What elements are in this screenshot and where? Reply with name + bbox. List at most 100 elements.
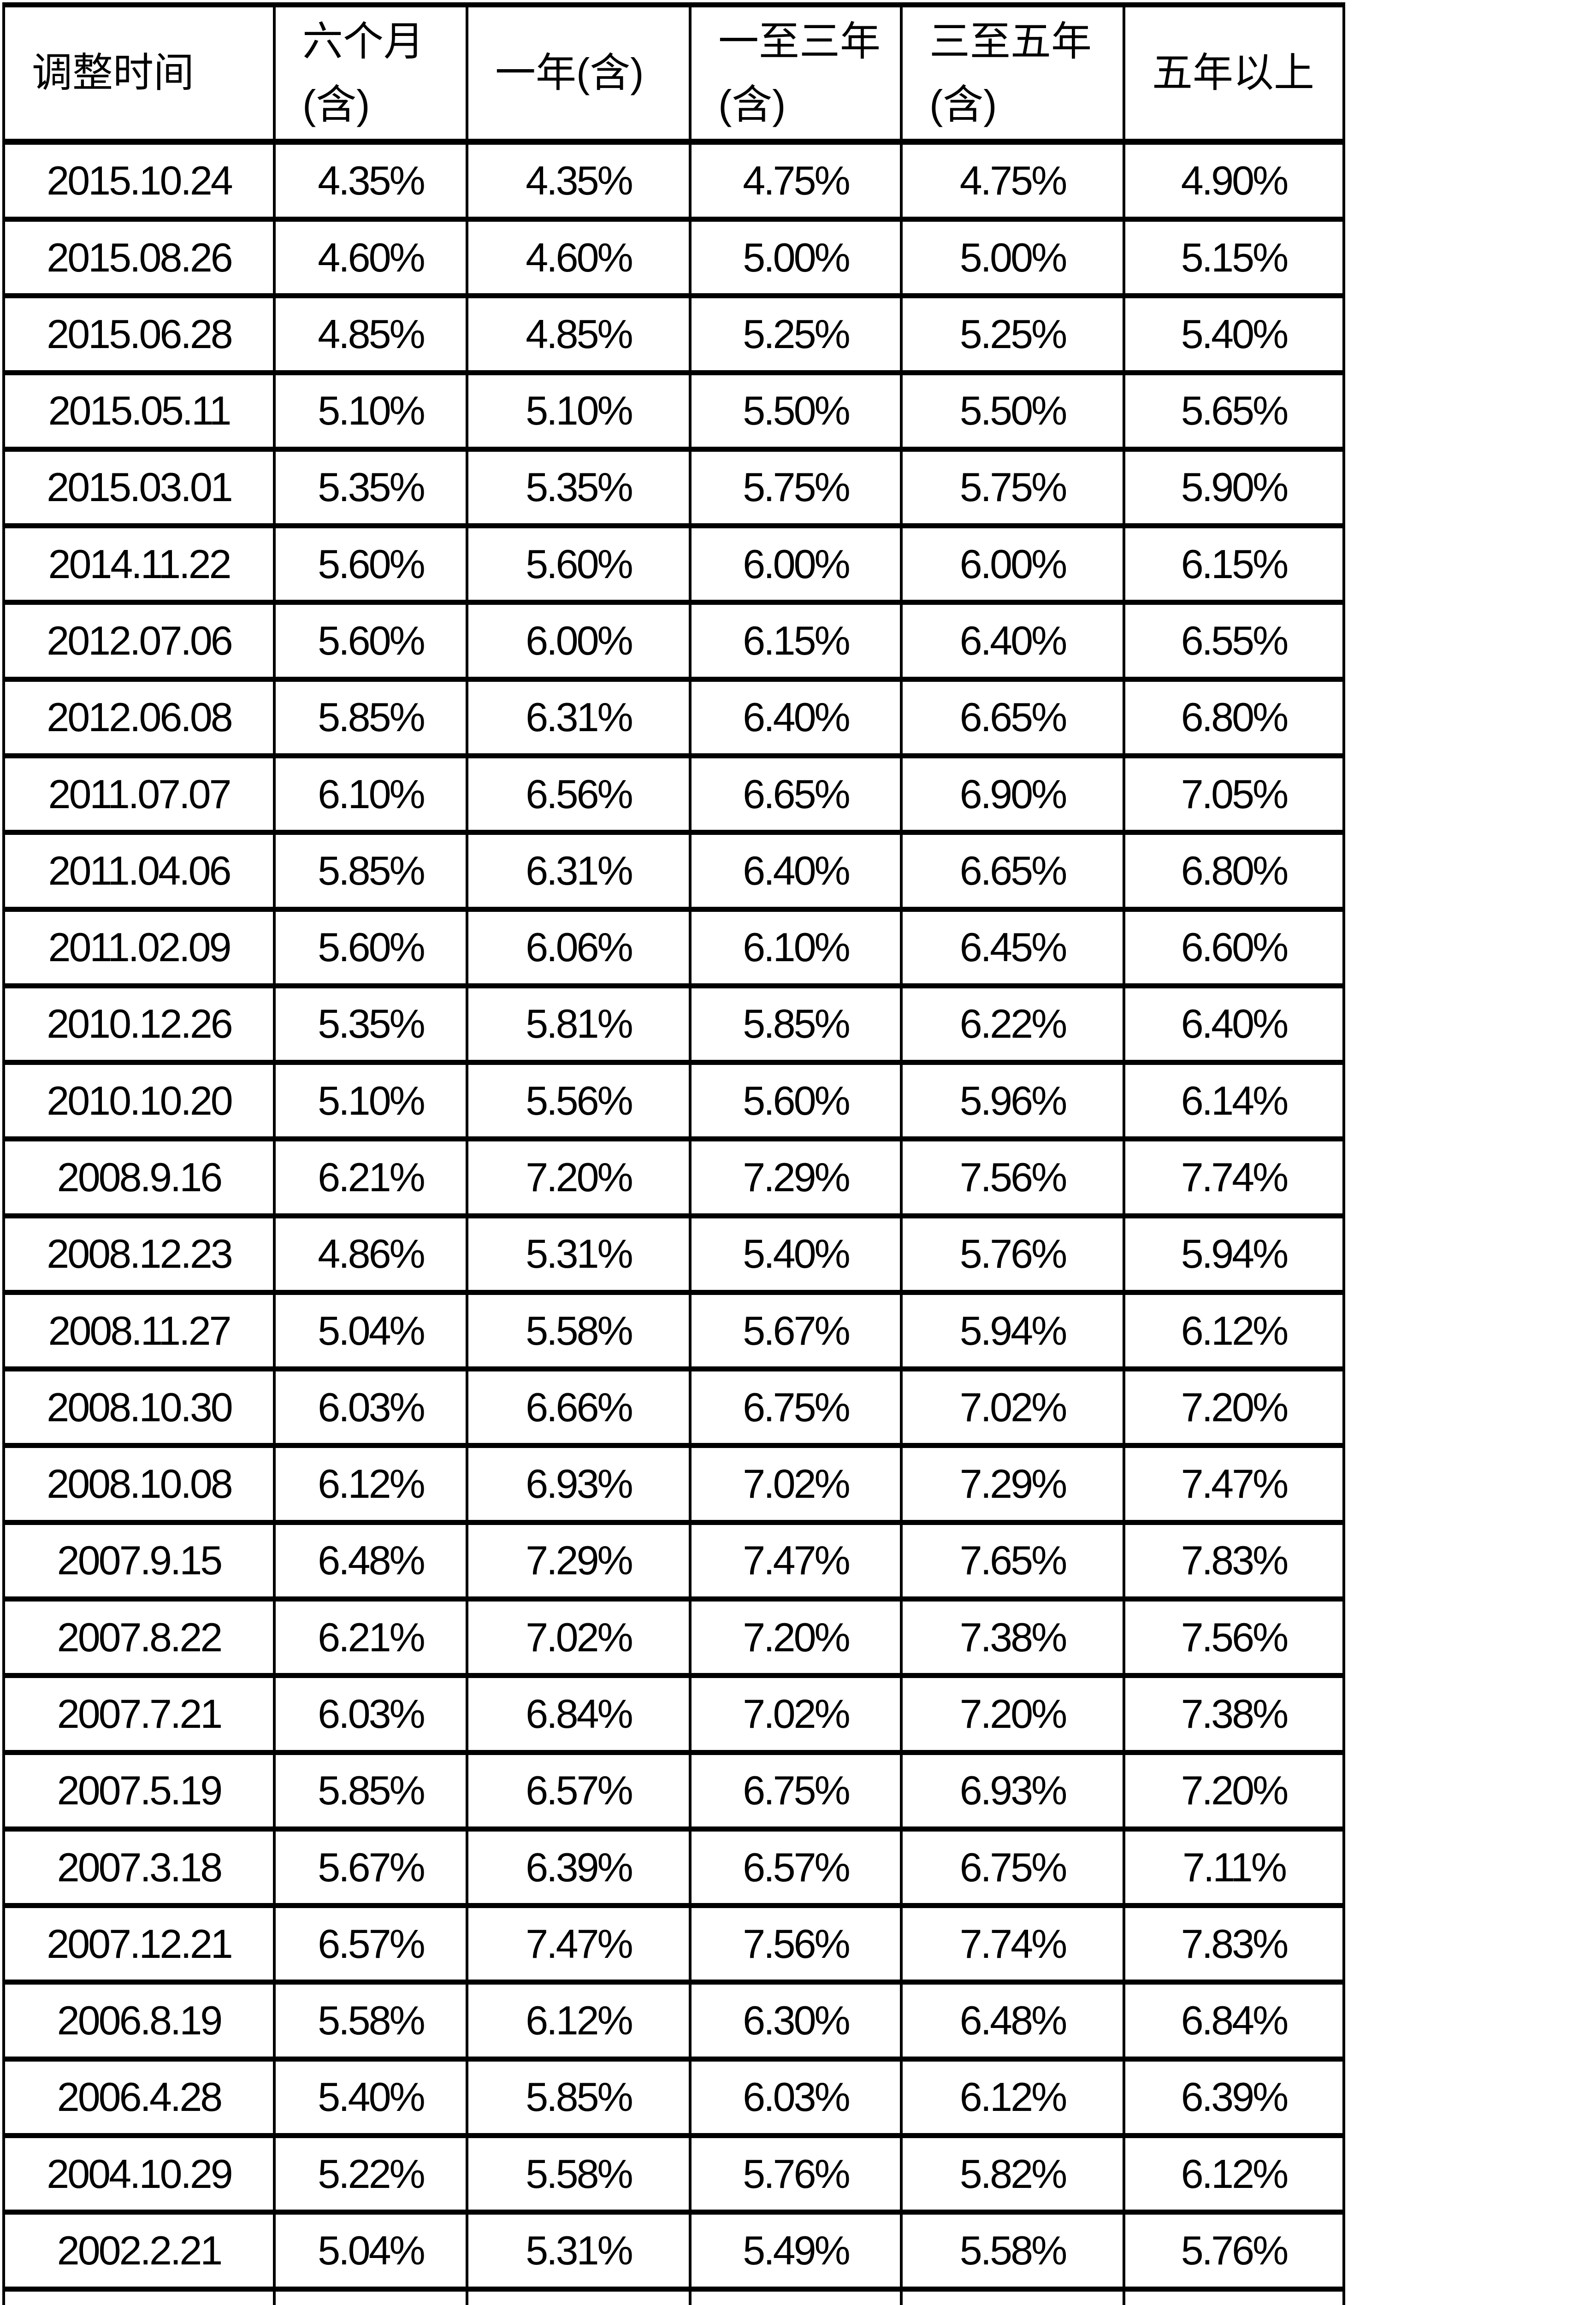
- rate-cell: 6.15%: [689, 600, 903, 682]
- date-cell: 2015.03.01: [2, 446, 276, 529]
- date-cell: 2011.02.09: [2, 906, 276, 988]
- date-cell: 2008.9.16: [2, 1136, 276, 1218]
- column-header-six-months: 六个月 (含): [273, 2, 468, 145]
- rate-cell: 5.76%: [1123, 2210, 1345, 2292]
- rate-cell: 7.74%: [1123, 1136, 1345, 1218]
- table-row: 2006.8.19 5.58% 6.12% 6.30% 6.48% 6.84%: [2, 1980, 1345, 2062]
- rate-cell: 6.84%: [1123, 1980, 1345, 2062]
- rate-cell: 6.60%: [1123, 906, 1345, 988]
- rate-cell: 6.66%: [466, 1366, 692, 1448]
- table-row: 2015.10.24 4.35% 4.35% 4.75% 4.75% 4.90%: [2, 139, 1345, 222]
- rate-cell: 5.85%: [466, 2286, 692, 2305]
- table-row: 2012.07.06 5.60% 6.00% 6.15% 6.40% 6.55%: [2, 600, 1345, 682]
- rate-cell: 7.65%: [900, 1519, 1125, 1602]
- rate-cell: 5.25%: [900, 293, 1125, 375]
- rate-cell: 5.60%: [273, 906, 468, 988]
- date-cell: 2012.06.08: [2, 676, 276, 758]
- rate-cell: 7.38%: [900, 1596, 1125, 1679]
- rate-cell: 5.67%: [273, 1826, 468, 1909]
- rate-cell: 5.40%: [689, 1213, 903, 1295]
- date-cell: 2007.7.21: [2, 1673, 276, 1755]
- date-cell: 2002.2.21: [2, 2210, 276, 2292]
- rate-cell: 4.60%: [466, 216, 692, 299]
- rate-cell: 5.90%: [1123, 446, 1345, 529]
- rate-cell: 5.50%: [900, 370, 1125, 452]
- rate-cell: 5.85%: [689, 983, 903, 1065]
- rate-cell: 6.00%: [900, 523, 1125, 605]
- table-head: 调整时间 六个月 (含) 一年(含) 一至三年 (含) 三至五年 (含) 五年以上: [2, 2, 1345, 145]
- rate-cell: 5.94%: [689, 2286, 903, 2305]
- rate-cell: 5.85%: [273, 1749, 468, 1832]
- date-cell: 2004.10.29: [2, 2133, 276, 2215]
- rate-cell: 7.02%: [466, 1596, 692, 1679]
- date-cell: 2011.07.07: [2, 753, 276, 835]
- table-row: 2012.06.08 5.85% 6.31% 6.40% 6.65% 6.80%: [2, 676, 1345, 758]
- rate-cell: 5.58%: [466, 2133, 692, 2215]
- rate-cell: 6.39%: [1123, 2056, 1345, 2139]
- table-row: 2007.8.22 6.21% 7.02% 7.20% 7.38% 7.56%: [2, 1596, 1345, 1679]
- rate-cell: 6.12%: [1123, 1289, 1345, 1372]
- date-cell: 2007.9.15: [2, 1519, 276, 1602]
- rate-cell: 6.57%: [689, 1826, 903, 1909]
- column-header-three-to-five-years: 三至五年 (含): [900, 2, 1125, 145]
- date-cell: 2015.10.24: [2, 139, 276, 222]
- column-header-one-to-three-years: 一至三年 (含): [689, 2, 903, 145]
- date-cell: 2007.8.22: [2, 1596, 276, 1679]
- rate-cell: 7.38%: [1123, 1673, 1345, 1755]
- rate-cell: 7.56%: [689, 1903, 903, 1985]
- date-cell: 2011.04.06: [2, 830, 276, 912]
- rate-cell: 5.60%: [273, 600, 468, 682]
- rate-cell: 6.40%: [1123, 983, 1345, 1065]
- date-cell: 2006.8.19: [2, 1980, 276, 2062]
- rate-cell: 7.02%: [900, 1366, 1125, 1448]
- table-row: 2011.02.09 5.60% 6.06% 6.10% 6.45% 6.60%: [2, 906, 1345, 988]
- rate-cell: 7.56%: [1123, 1596, 1345, 1679]
- rate-cell: 7.29%: [466, 1519, 692, 1602]
- rate-cell: 6.03%: [273, 1366, 468, 1448]
- rate-cell: 5.76%: [900, 1213, 1125, 1295]
- rate-cell: 5.40%: [273, 2056, 468, 2139]
- table-row: 2015.03.01 5.35% 5.35% 5.75% 5.75% 5.90%: [2, 446, 1345, 529]
- date-cell: 2008.10.08: [2, 1443, 276, 1525]
- table-row: 2010.12.26 5.35% 5.81% 5.85% 6.22% 6.40%: [2, 983, 1345, 1065]
- rate-cell: 6.31%: [466, 830, 692, 912]
- rate-cell: 7.83%: [1123, 1903, 1345, 1985]
- date-cell: 2015.05.11: [2, 370, 276, 452]
- rate-cell: 6.80%: [1123, 830, 1345, 912]
- rate-cell: 6.12%: [466, 1980, 692, 2062]
- rate-cell: 6.45%: [900, 906, 1125, 988]
- rate-cell: 6.21%: [1123, 2286, 1345, 2305]
- rate-cell: 5.58%: [466, 1289, 692, 1372]
- rate-cell: 5.82%: [900, 2133, 1125, 2215]
- column-header-one-year: 一年(含): [466, 2, 692, 145]
- rate-cell: 7.47%: [689, 1519, 903, 1602]
- rate-cell: 5.75%: [689, 446, 903, 529]
- rate-cell: 5.35%: [273, 446, 468, 529]
- date-cell: 2008.10.30: [2, 1366, 276, 1448]
- rate-cell: 4.60%: [273, 216, 468, 299]
- rate-cell: 7.74%: [900, 1903, 1125, 1985]
- table-row: 2006.4.28 5.40% 5.85% 6.03% 6.12% 6.39%: [2, 2056, 1345, 2139]
- date-cell: 2007.3.18: [2, 1826, 276, 1909]
- rate-cell: 5.56%: [466, 1060, 692, 1142]
- rate-cell: 7.05%: [1123, 753, 1345, 835]
- rate-cell: 5.65%: [1123, 370, 1345, 452]
- rate-cell: 5.85%: [466, 2056, 692, 2139]
- rate-cell: 6.31%: [466, 676, 692, 758]
- rate-cell: 6.21%: [273, 1596, 468, 1679]
- rate-cell: 4.85%: [273, 293, 468, 375]
- rate-cell: 5.31%: [466, 2210, 692, 2292]
- rate-cell: 6.15%: [1123, 523, 1345, 605]
- rate-cell: 5.31%: [466, 1213, 692, 1295]
- table-row: 2011.04.06 5.85% 6.31% 6.40% 6.65% 6.80%: [2, 830, 1345, 912]
- table-row: 2007.12.21 6.57% 7.47% 7.56% 7.74% 7.83%: [2, 1903, 1345, 1985]
- rate-cell: 7.20%: [466, 1136, 692, 1218]
- rate-cell: 6.65%: [900, 830, 1125, 912]
- date-cell: 2010.12.26: [2, 983, 276, 1065]
- table-row: 2008.9.16 6.21% 7.20% 7.29% 7.56% 7.74%: [2, 1136, 1345, 1218]
- table-row: 2008.10.30 6.03% 6.66% 6.75% 7.02% 7.20%: [2, 1366, 1345, 1448]
- rate-cell: 6.57%: [273, 1903, 468, 1985]
- date-cell: 2015.08.26: [2, 216, 276, 299]
- rate-cell: 6.48%: [273, 1519, 468, 1602]
- rate-cell: 6.12%: [273, 1443, 468, 1525]
